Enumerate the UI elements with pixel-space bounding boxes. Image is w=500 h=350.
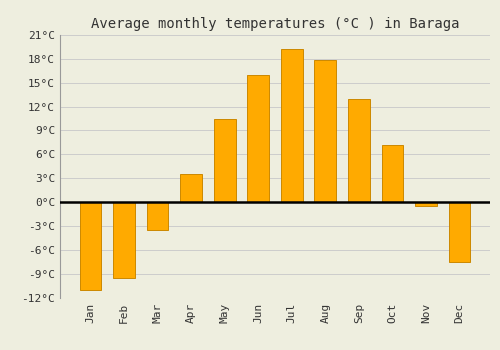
Bar <box>80 202 102 289</box>
Bar <box>382 145 404 202</box>
Bar <box>146 202 169 230</box>
Bar <box>180 174 202 202</box>
Bar <box>348 99 370 202</box>
Bar <box>214 119 236 202</box>
Bar <box>314 61 336 202</box>
Bar <box>281 49 302 202</box>
Bar <box>248 75 269 202</box>
Title: Average monthly temperatures (°C ) in Baraga: Average monthly temperatures (°C ) in Ba… <box>91 17 459 31</box>
Bar <box>415 202 437 206</box>
Bar <box>448 202 470 262</box>
Bar <box>113 202 135 278</box>
